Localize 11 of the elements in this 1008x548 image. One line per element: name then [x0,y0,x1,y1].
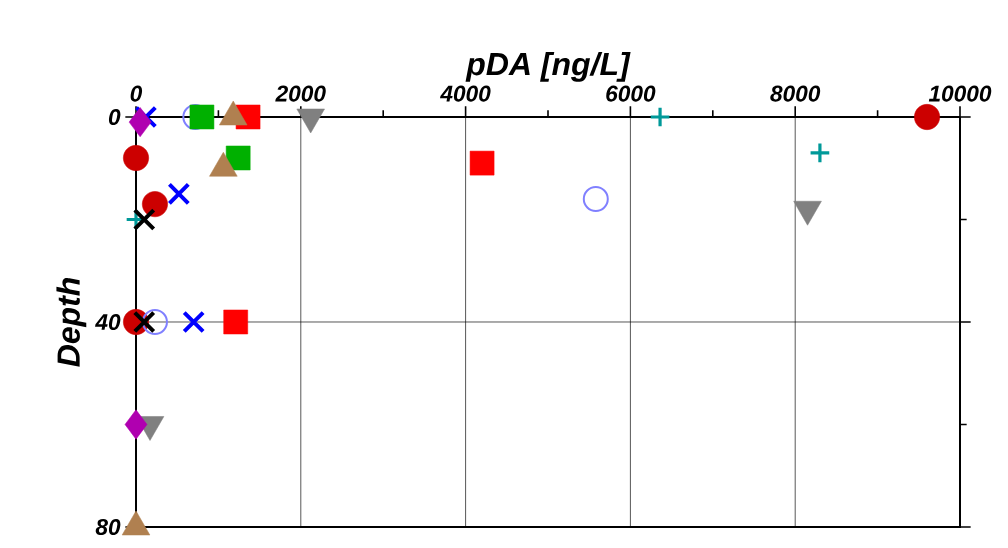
x-tick-label: 0 [130,85,143,102]
y-tick-label: 0 [108,108,121,126]
x-tick-label: 10000 [928,85,992,102]
x-tick-label: 2000 [275,85,326,102]
y-tick-label: 40 [95,313,121,331]
y-axis-title: Depth [56,278,87,367]
x-axis-title: pDA [ng/L] [465,51,631,82]
x-tick-label: 4000 [440,85,491,102]
x-tick-label: 6000 [606,85,656,102]
y-tick-label: 80 [95,518,121,536]
x-tick-label: 8000 [770,85,821,102]
